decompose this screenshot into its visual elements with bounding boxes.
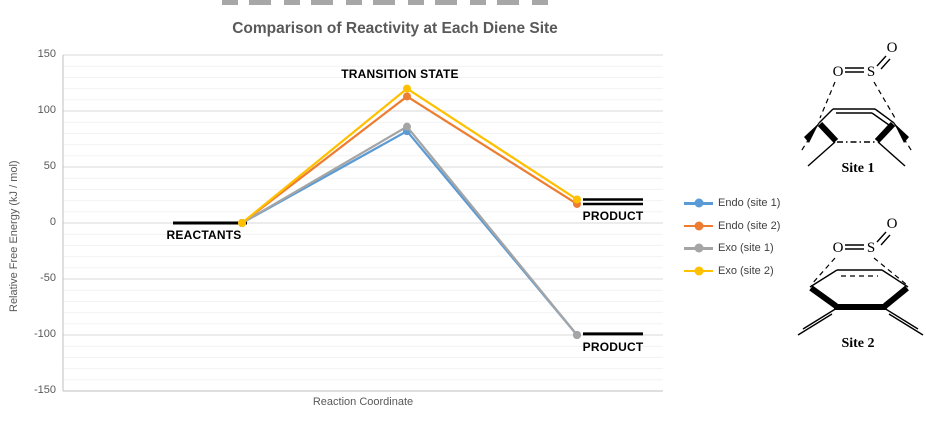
series-marker-exo-site-2-	[238, 219, 246, 227]
double-bond-s-o	[876, 55, 891, 70]
series-marker-exo-site-1-	[573, 331, 581, 339]
partial-bond-left	[819, 81, 836, 119]
wedge-bond-left	[817, 121, 839, 144]
y-tick-50: 50	[43, 160, 56, 172]
double-bond-o-s	[845, 67, 864, 73]
chart-title: Comparison of Reactivity at Each Diene S…	[232, 20, 558, 37]
y-tick-150: 150	[37, 48, 56, 60]
molecule-site-2-drawing: O S O Site 2	[797, 216, 924, 351]
legend-item-endo-site-1-[interactable]: Endo (site 1)	[684, 192, 780, 215]
ring-top-double-bond	[833, 108, 875, 114]
double-bond-s-o	[876, 231, 891, 246]
legend-marker-dot	[694, 198, 703, 208]
atom-oxygen-left: O	[833, 64, 844, 80]
y-tick--50: -50	[40, 272, 56, 284]
wedge-bond-left	[809, 285, 838, 309]
y-tick-100: 100	[37, 104, 56, 116]
series-marker-exo-site-1-	[403, 122, 411, 131]
annotation-product-upper: PRODUCT	[582, 209, 644, 223]
legend-label: Exo (site 1)	[718, 242, 774, 255]
series-line-endo-site-2-	[241, 95, 578, 224]
ring-side-bonds	[809, 269, 909, 288]
legend-marker-dot	[694, 243, 703, 253]
legend-item-exo-site-1-[interactable]: Exo (site 1)	[684, 237, 780, 260]
series-marker-exo-site-2-	[403, 84, 411, 93]
legend-swatch	[684, 266, 713, 276]
double-bond-o-s	[845, 244, 864, 250]
legend-item-exo-site-2-[interactable]: Exo (site 2)	[684, 260, 780, 283]
atom-oxygen-top: O	[887, 216, 898, 232]
structure-site-1: O S O Site 1	[792, 6, 926, 184]
annotation-reactants: REACTANTS	[166, 228, 242, 242]
cropped-text-artifact	[222, 0, 556, 5]
exocyclic-double-bond-left	[797, 307, 838, 336]
exocyclic-double-bond-right	[883, 307, 924, 336]
series-line-endo-site-1-	[241, 130, 578, 336]
series-marker-exo-site-2-	[573, 195, 581, 204]
legend-label: Endo (site 1)	[718, 197, 781, 210]
diene-arm-left-b	[807, 141, 836, 167]
legend-item-endo-site-2-[interactable]: Endo (site 2)	[684, 215, 780, 238]
site-1-label: Site 1	[841, 161, 874, 176]
atom-oxygen-top: O	[887, 40, 898, 56]
x-axis-title: Reaction Coordinate	[312, 396, 414, 408]
series-marker-endo-site-2-	[403, 92, 411, 101]
legend-marker-dot	[694, 266, 703, 276]
partial-bond-left	[810, 257, 836, 286]
legend-label: Endo (site 2)	[718, 219, 781, 232]
y-tick--150: -150	[33, 384, 56, 396]
legend-marker-dot	[694, 221, 703, 231]
wedge-right	[894, 123, 909, 143]
wedge-bond-right	[874, 121, 896, 144]
annotation-product-lower: PRODUCT	[582, 340, 644, 354]
molecule-site-1-drawing: O S O Site 1	[799, 40, 914, 176]
y-tick--100: -100	[33, 328, 56, 340]
legend-swatch	[684, 243, 713, 253]
y-tick-0: 0	[49, 216, 56, 228]
wedge-bond-right	[883, 285, 909, 309]
site-2-label: Site 2	[841, 336, 874, 351]
legend-label: Exo (site 2)	[718, 264, 774, 277]
atom-sulfur: S	[867, 240, 875, 256]
diene-arm-left-a	[799, 122, 820, 154]
legend-swatch	[684, 221, 713, 231]
wedge-left	[804, 123, 819, 143]
diene-arm-right-b	[877, 141, 906, 167]
ring-right-double-bond	[871, 108, 895, 126]
series-line-exo-site-1-	[241, 125, 578, 336]
partial-bond-right	[873, 81, 896, 119]
partial-bond-right	[873, 257, 908, 286]
atom-sulfur: S	[867, 64, 875, 80]
ring-left-bond	[818, 108, 834, 124]
diene-arm-right-a	[893, 122, 914, 154]
annotation-transition-state: TRANSITION STATE	[341, 67, 459, 81]
structure-site-2: O S O Site 2	[792, 190, 926, 360]
legend-swatch	[684, 198, 713, 208]
legend: Endo (site 1) Endo (site 2) Exo (site 1) Ex…	[684, 192, 780, 282]
atom-oxygen-left: O	[833, 240, 844, 256]
